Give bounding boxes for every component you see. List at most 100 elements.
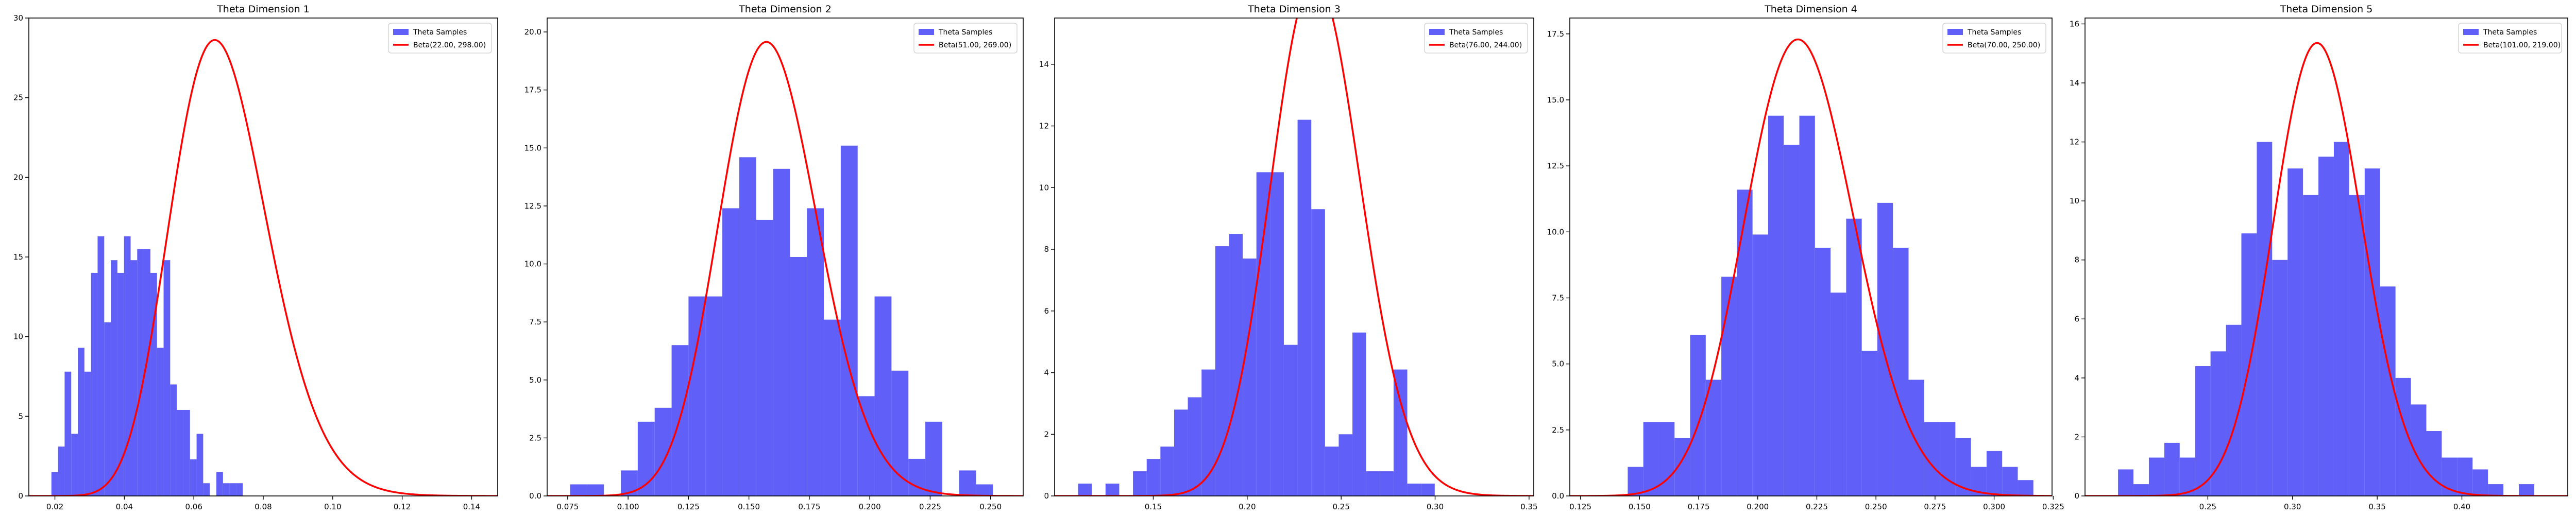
histogram-bar: [78, 348, 84, 496]
y-tick-label: 0.0: [1552, 491, 1564, 501]
x-tick-label: 0.125: [677, 502, 700, 511]
histogram-bar: [976, 484, 993, 496]
histogram-bar: [2318, 157, 2334, 496]
histogram-bar: [144, 249, 150, 496]
histogram-bar: [1311, 209, 1325, 496]
histogram-bar: [705, 296, 723, 496]
y-tick-label: 12: [2070, 138, 2079, 147]
histogram-bar: [1078, 484, 1092, 496]
legend-label-histogram: Theta Samples: [2483, 28, 2537, 37]
legend-label-pdf: Beta(76.00, 244.00): [1449, 41, 1522, 49]
histogram-bar: [1393, 369, 1408, 496]
histogram-bar: [51, 472, 58, 496]
x-tick-label: 0.325: [2042, 502, 2064, 511]
histogram-bar: [1421, 484, 1435, 496]
histogram-bar: [2272, 260, 2288, 496]
legend-swatch-histogram: [1947, 29, 1963, 35]
histogram-bar: [236, 483, 243, 496]
y-tick-label: 0: [2074, 491, 2079, 501]
histogram-bar: [807, 208, 824, 496]
x-tick-label: 0.12: [394, 502, 411, 511]
y-tick-label: 2: [1044, 430, 1049, 439]
histogram-bar: [1160, 447, 1174, 496]
histogram-bar: [1352, 332, 1366, 496]
legend: Theta Samples Beta(76.00, 244.00): [1424, 23, 1528, 54]
legend-swatch-histogram: [919, 29, 934, 35]
legend-box: [2458, 23, 2562, 54]
histogram-bar: [2472, 469, 2488, 496]
histogram-bar: [1146, 459, 1161, 496]
histogram-bar: [177, 409, 183, 496]
histogram-bar: [1283, 345, 1298, 496]
histogram-bar: [756, 219, 773, 496]
histogram-bar: [1380, 471, 1394, 496]
x-tick-label: 0.175: [798, 502, 820, 511]
y-tick-label: 10: [2070, 196, 2079, 205]
y-tick-label: 7.5: [529, 317, 541, 327]
y-tick-label: 30: [13, 13, 23, 23]
histogram-bar: [1799, 115, 1815, 496]
histogram-bar: [2287, 168, 2303, 496]
histogram-bar: [1105, 484, 1120, 496]
x-tick-label: 0.35: [2368, 502, 2385, 511]
x-tick-label: 0.35: [1520, 502, 1537, 511]
histogram-bar: [64, 371, 72, 496]
histogram-bar: [223, 483, 230, 496]
histogram-bar: [137, 249, 144, 496]
histogram-bar: [2426, 431, 2442, 496]
axes-frame: [547, 18, 1024, 496]
histogram-bar: [2518, 484, 2534, 496]
y-tick-label: 10: [13, 332, 23, 341]
legend-label-histogram: Theta Samples: [938, 28, 992, 37]
legend-label-pdf: Beta(51.00, 269.00): [939, 41, 1011, 49]
legend-label-histogram: Theta Samples: [1967, 28, 2021, 37]
histogram-bar: [1768, 115, 1784, 496]
histogram-bar: [1174, 409, 1188, 496]
histogram-bar: [2333, 142, 2349, 496]
histogram-bar: [587, 484, 604, 496]
y-tick-label: 2: [2074, 432, 2079, 441]
x-tick-label: 0.275: [1924, 502, 1946, 511]
histogram-bar: [1737, 190, 1753, 496]
legend-label-pdf: Beta(22.00, 298.00): [413, 41, 486, 49]
histogram-bar: [2210, 351, 2226, 496]
legend-box: [1424, 23, 1528, 54]
x-tick-label: 0.225: [1806, 502, 1828, 511]
chart-panel-2: 0.075 0.100 0.125 0.150 0.175 0.200 0.225 0.250…: [524, 4, 1024, 511]
histogram-bar: [183, 409, 190, 496]
histogram-bar: [840, 145, 858, 496]
histogram-bar: [2002, 467, 2018, 496]
histogram-bar: [1215, 246, 1229, 496]
x-tick-label: 0.250: [1865, 502, 1887, 511]
y-tick-label: 5: [18, 411, 23, 421]
y-tick-label: 10.0: [1547, 227, 1564, 236]
y-tick-label: 12: [1039, 122, 1049, 131]
histogram-bar: [117, 272, 124, 496]
y-tick-label: 10.0: [524, 260, 541, 269]
histogram-bar: [739, 157, 756, 496]
histogram-bar: [1407, 484, 1421, 496]
y-tick-label: 17.5: [1547, 29, 1564, 39]
x-tick-label: 0.40: [2453, 502, 2470, 511]
y-tick-label: 12.5: [1547, 161, 1564, 170]
y-tick-label: 8: [1044, 245, 1049, 254]
y-tick-label: 6: [1044, 306, 1049, 316]
histogram-bar: [2018, 480, 2033, 496]
x-tick-label: 0.125: [1569, 502, 1591, 511]
histogram-bar: [2488, 484, 2504, 496]
beta-pdf-line: [1570, 38, 2052, 496]
y-tick-label: 4: [1044, 368, 1049, 377]
histogram-bar: [1325, 447, 1339, 496]
chart-title: Theta Dimension 3: [1247, 4, 1341, 15]
histogram-bar: [1861, 351, 1877, 496]
histogram-bar: [1986, 451, 2003, 496]
legend-box: [388, 23, 492, 54]
x-tick-label: 0.100: [617, 502, 639, 511]
y-tick-label: 15.0: [524, 143, 541, 152]
histogram-bar: [2457, 457, 2473, 496]
y-tick-label: 16: [2070, 19, 2079, 28]
x-tick-label: 0.08: [255, 502, 272, 511]
x-tick-label: 0.10: [324, 502, 341, 511]
y-tick-label: 10: [1039, 183, 1049, 192]
